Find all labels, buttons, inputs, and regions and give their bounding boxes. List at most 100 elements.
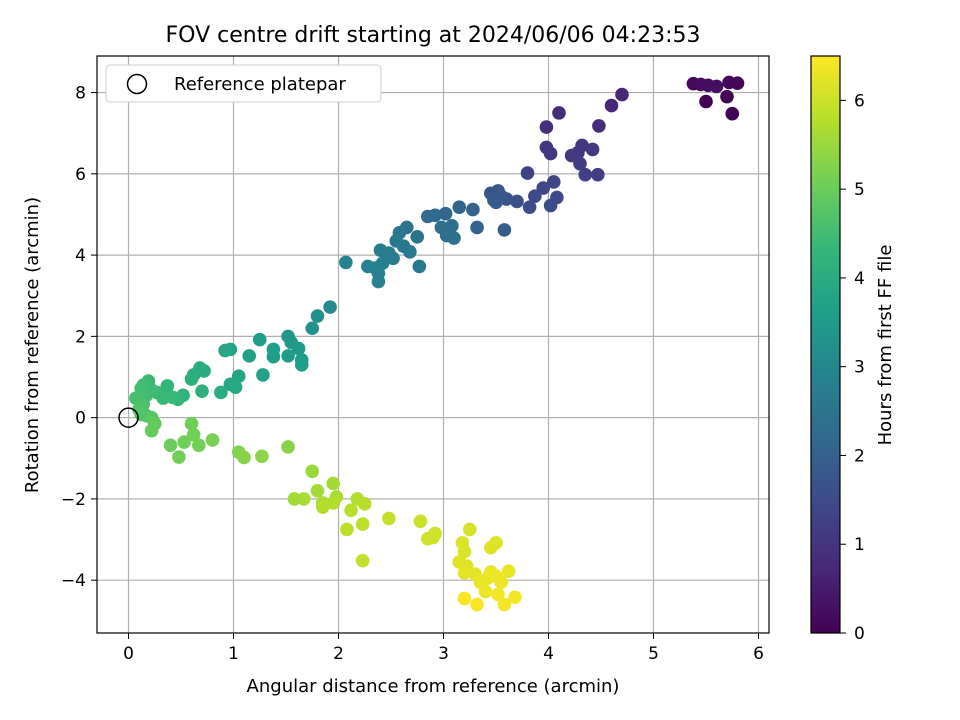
data-point [510,194,524,209]
data-point [457,591,472,606]
data-point [487,193,501,208]
data-point [720,89,734,104]
legend-label: Reference platepar [174,74,346,95]
data-point [172,450,186,464]
data-point [457,544,472,559]
data-point [361,259,375,274]
data-point [355,553,370,568]
x-tick-label: 3 [438,644,449,664]
data-point [466,202,480,217]
data-point [339,255,353,270]
data-point [550,190,564,205]
x-tick-label: 5 [648,644,659,664]
data-point [478,584,493,599]
y-tick-label: 4 [75,246,86,266]
data-point [539,120,554,134]
data-point [552,106,566,120]
data-point [177,435,191,449]
colorbar-tick-label: 3 [854,358,865,378]
data-point [231,369,246,383]
data-point [520,166,535,180]
colorbar-gradient [810,55,841,634]
data-point [186,427,201,442]
data-point [294,358,309,372]
data-point [410,230,425,244]
data-point [163,438,178,453]
legend-marker-icon [126,73,148,95]
y-tick-label: −2 [61,490,86,510]
data-point [315,500,330,514]
data-point [305,464,320,479]
reference-platepar-marker [118,407,139,428]
data-point [725,106,740,121]
data-point [355,517,370,531]
data-points [129,75,745,612]
y-tick-label: 8 [75,84,86,104]
data-point [242,349,257,363]
y-tick-label: 6 [75,165,86,185]
x-tick-label: 4 [543,644,554,664]
data-point [501,564,516,579]
data-point [252,332,267,347]
data-point [604,98,619,113]
data-point [281,440,295,454]
data-point [491,587,505,602]
grid-lines [97,56,769,633]
data-point [452,200,467,214]
data-point [382,511,396,526]
data-point [497,597,512,612]
x-tick-label: 1 [228,644,239,664]
data-point [287,492,302,506]
legend-box [105,64,382,103]
colorbar-tick-label: 5 [854,180,865,200]
data-point [575,138,589,153]
colorbar: 0 1 2 3 4 5 6 Hours from first FF file [810,55,896,644]
data-point [228,380,243,394]
data-point [160,379,175,393]
data-point [578,167,593,182]
plot-frame [96,55,770,634]
data-point [237,450,251,465]
data-point [426,530,440,545]
colorbar-tick-label: 0 [854,624,865,644]
data-point [462,522,477,537]
data-point [205,433,220,447]
data-point [310,309,325,323]
data-point [573,156,587,171]
y-tick-label: 2 [75,327,86,347]
data-point [457,566,472,580]
x-axis-label: Angular distance from reference (arcmin) [247,676,620,697]
data-point [340,522,354,537]
legend: Reference platepar [105,64,382,103]
data-point [310,483,325,498]
data-point [489,535,503,550]
data-point [699,94,713,109]
data-point [439,228,454,243]
data-point [546,175,561,189]
data-point [195,384,209,399]
data-point [291,341,306,356]
chart-title: FOV centre drift starting at 2024/06/06 … [166,23,701,48]
colorbar-tick-label: 2 [854,446,865,466]
colorbar-tick-label: 6 [854,91,865,111]
y-axis-label: Rotation from reference (arcmin) [22,197,43,493]
x-tick-label: 6 [753,644,764,664]
data-point [585,142,600,157]
data-point [709,79,724,94]
data-point [344,503,358,518]
data-point [543,146,558,161]
data-point [403,245,417,259]
colorbar-tick-label: 4 [854,269,865,289]
data-point [326,476,341,491]
data-point [214,385,228,400]
colorbar-label: Hours from first FF file [875,245,896,446]
data-point [615,87,629,102]
data-point [326,496,341,510]
data-point [192,438,206,453]
data-point [591,167,605,182]
data-point [184,416,199,431]
y-tick-label: 0 [75,409,86,429]
data-point [438,206,453,221]
x-tick-label: 0 [123,644,134,664]
